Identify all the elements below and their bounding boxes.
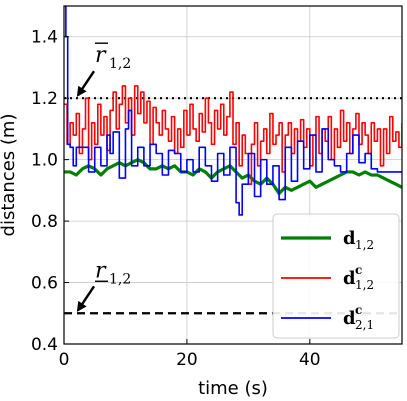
reference-annotation-2: r 1,2	[76, 258, 131, 312]
reference-label: r	[95, 258, 107, 283]
y-axis-label: distances (m)	[0, 114, 19, 237]
legend-label-3: d	[343, 308, 356, 329]
y-tick-label: 0.4	[31, 335, 58, 355]
legend-label-sub: 1,2	[355, 278, 374, 292]
reference-arrow	[76, 70, 95, 97]
y-tick-label: 1.0	[31, 151, 58, 171]
legend-box	[272, 213, 400, 339]
series-line-3	[64, 6, 402, 216]
legend-label-sup: c	[355, 263, 362, 277]
plot-frame	[63, 5, 403, 345]
annotations: r 1,2r 1,2	[76, 42, 131, 312]
reference-annotation-1: r 1,2	[76, 42, 131, 97]
reference-label-sub: 1,2	[109, 56, 131, 72]
y-tick-label: 0.8	[31, 212, 58, 232]
series-line-2	[64, 85, 402, 186]
reference-arrow	[76, 285, 95, 312]
reference-label: r	[95, 43, 107, 68]
legend-label-1: d	[343, 228, 356, 249]
legend-label-sub: 1,2	[355, 238, 374, 252]
x-axis-label: time (s)	[198, 378, 268, 399]
data-series	[64, 6, 402, 216]
series-line-1	[64, 158, 402, 196]
legend-label-sup: c	[355, 303, 362, 317]
axis-ticks: 0 20 40 0.4 0.6 0.8 1.0 1.2 1.4	[31, 28, 321, 370]
legend: d 1,2d 1,2cd 2,1c	[272, 213, 400, 339]
x-tick-label: 20	[176, 350, 198, 370]
reference-label-sub: 1,2	[109, 271, 131, 287]
y-tick-label: 1.4	[31, 28, 58, 48]
y-tick-label: 1.2	[31, 89, 58, 109]
x-tick-label: 0	[59, 350, 70, 370]
x-tick-label: 40	[299, 350, 321, 370]
legend-label-2: d	[343, 268, 356, 289]
y-tick-label: 0.6	[31, 274, 58, 294]
legend-label-sub: 2,1	[355, 318, 374, 332]
